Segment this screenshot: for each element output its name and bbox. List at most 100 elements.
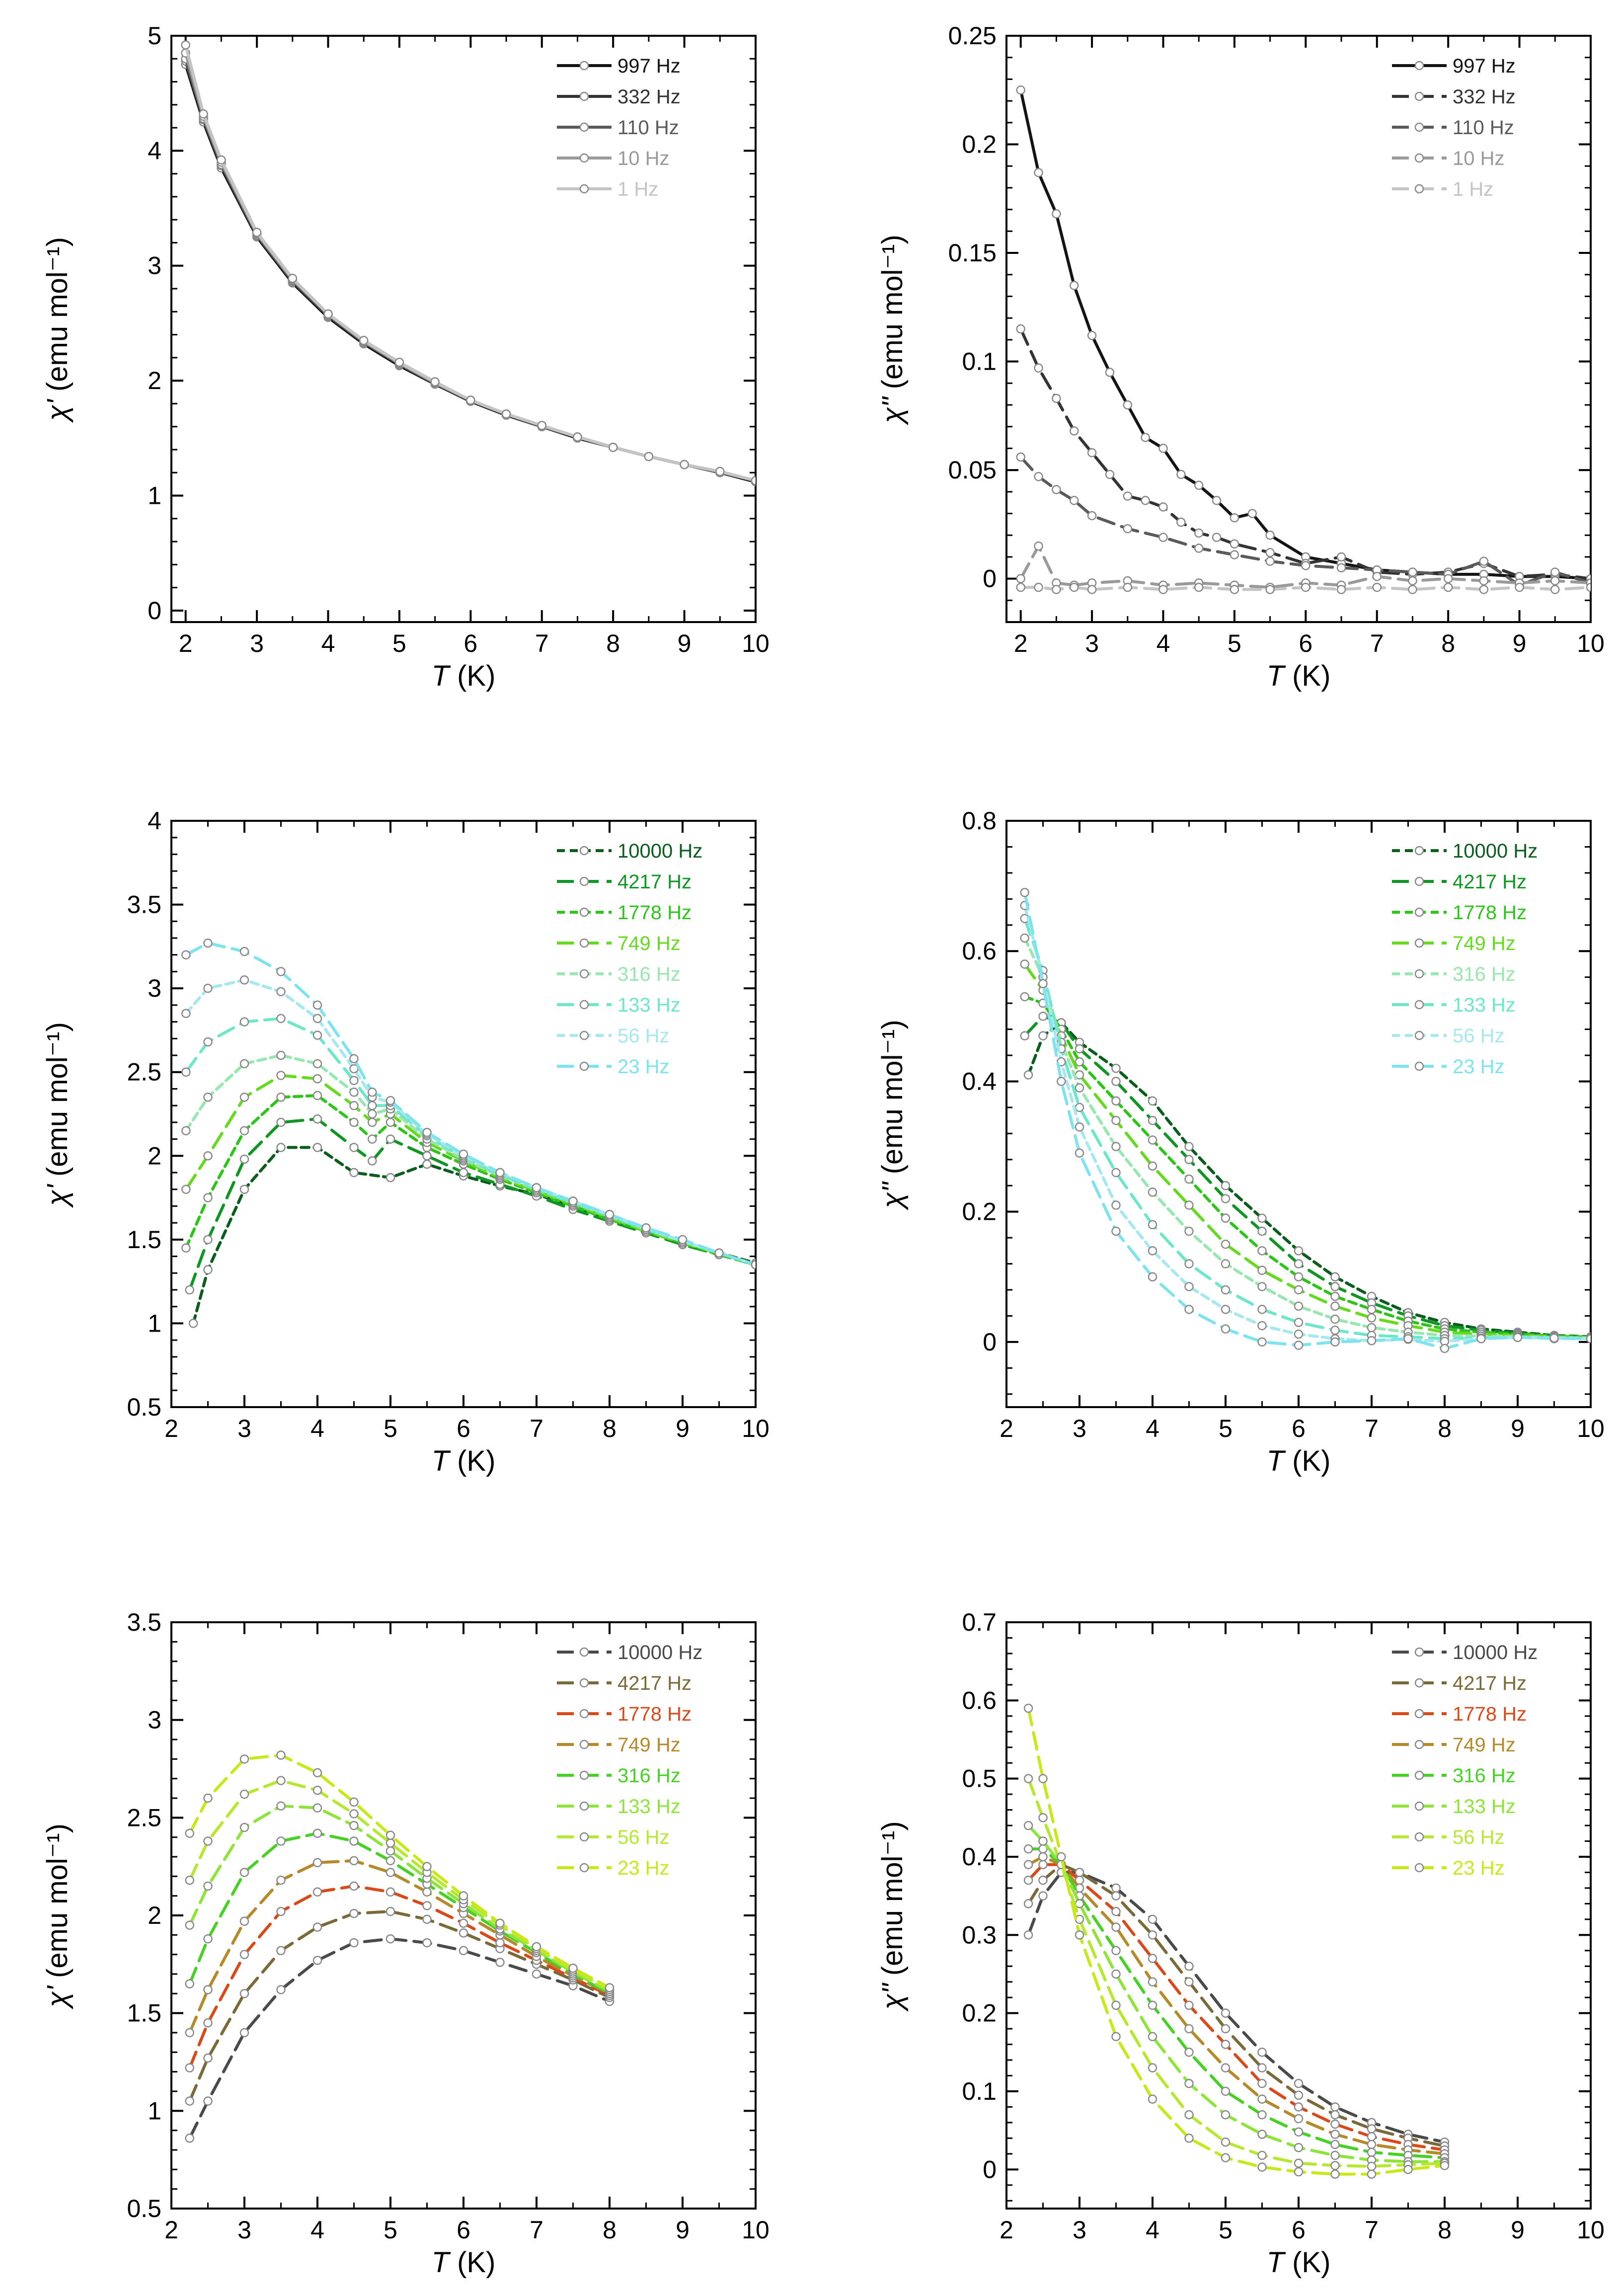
data-point <box>1111 1922 1121 1932</box>
series-line-4217-hz <box>1027 1863 1446 2148</box>
legend-label: 23 Hz <box>617 1056 670 1078</box>
series-line-23-hz <box>1027 1707 1446 2176</box>
data-point <box>466 396 475 405</box>
data-point <box>1034 472 1043 481</box>
legend-marker <box>1414 1709 1424 1719</box>
data-point <box>349 1087 359 1097</box>
x-axis-unit: (K) <box>1284 660 1330 692</box>
data-point <box>1194 480 1204 490</box>
data-point <box>312 1114 322 1124</box>
y-tick-label: 3.5 <box>127 891 161 919</box>
legend-marker <box>1414 1678 1424 1688</box>
data-point <box>532 1183 541 1192</box>
data-point <box>1257 2048 1267 2057</box>
data-point <box>1294 1259 1304 1268</box>
x-tick-label: 8 <box>1438 2216 1452 2244</box>
data-point <box>1221 2110 1231 2120</box>
data-point <box>459 1946 468 1956</box>
data-point <box>1023 1875 1033 1885</box>
x-tick-label: 6 <box>457 1415 470 1442</box>
data-point <box>385 1134 395 1144</box>
legend-label: 133 Hz <box>617 1796 681 1818</box>
legend-label: 749 Hz <box>1453 1734 1516 1756</box>
data-point <box>1148 1954 1157 1963</box>
x-tick-label: 6 <box>1292 2216 1306 2244</box>
y-tick-label: 0.7 <box>962 1608 997 1636</box>
legend-label: 316 Hz <box>617 963 681 985</box>
data-point <box>1158 533 1168 542</box>
series-line-133-hz <box>184 1017 756 1267</box>
data-point <box>501 409 511 419</box>
legend-marker <box>579 1863 589 1873</box>
series-line-997-hz <box>1019 88 1591 580</box>
x-tick-label: 4 <box>321 630 335 657</box>
data-point <box>1330 2130 1340 2139</box>
data-point <box>1020 933 1029 943</box>
data-point <box>1111 1142 1121 1151</box>
data-point <box>1221 1239 1231 1249</box>
data-point <box>1148 1930 1157 1940</box>
legend-label: 4217 Hz <box>1453 1672 1527 1694</box>
legend-label: 1778 Hz <box>617 1703 692 1725</box>
data-point <box>203 1235 213 1245</box>
y-axis-symbol: χ" <box>876 1181 909 1211</box>
data-point <box>203 938 213 948</box>
x-tick-label: 3 <box>250 630 264 657</box>
series-line-316-hz <box>1027 1847 1446 2159</box>
legend-label: 4217 Hz <box>1453 871 1527 893</box>
x-tick-label: 7 <box>1365 1415 1379 1442</box>
legend-marker <box>579 1832 589 1842</box>
data-point <box>203 1037 213 1047</box>
data-point <box>349 1821 359 1830</box>
legend-label: 133 Hz <box>1453 1796 1516 1818</box>
data-point <box>239 1059 249 1069</box>
x-axis-symbol: T <box>1267 1445 1286 1477</box>
data-point <box>1294 1341 1304 1350</box>
data-point <box>1123 491 1133 501</box>
data-point <box>203 1934 213 1944</box>
legend-marker <box>1414 846 1424 856</box>
data-point <box>1184 1962 1194 1971</box>
y-tick-label: 0.6 <box>962 1686 997 1714</box>
y-axis-unit: (emu mol⁻¹) <box>41 1022 74 1185</box>
chart-panel-bottom-left: 2 3 4 5 6 7 8 9 10 0.5 1 1.5 2 2.5 3 3.5 T (K) χ' (emu mo… <box>41 1608 770 2279</box>
x-tick-label: 3 <box>1073 2216 1086 2244</box>
x-axis-unit: (K) <box>1284 1445 1330 1477</box>
data-point <box>1111 1906 1121 1916</box>
data-point <box>1257 1282 1267 1291</box>
data-point <box>1052 485 1061 494</box>
data-point <box>422 1901 432 1910</box>
data-point <box>1123 524 1133 534</box>
data-point <box>1023 1844 1033 1854</box>
y-tick-label: 3 <box>148 974 161 1002</box>
legend-marker <box>579 907 589 917</box>
y-axis-label: χ' (emu mol⁻¹) <box>41 237 74 423</box>
data-point <box>1038 1031 1048 1040</box>
data-point <box>1221 1305 1231 1314</box>
y-axis-symbol: χ' <box>41 398 74 423</box>
data-point <box>422 1127 432 1137</box>
data-point <box>1550 567 1560 577</box>
data-point <box>1148 1161 1157 1171</box>
series-line-23-hz <box>1023 891 1591 1350</box>
data-point <box>1221 2024 1231 2034</box>
data-point <box>1257 2063 1267 2073</box>
data-point <box>1141 433 1150 442</box>
x-axis-label: T (K) <box>1267 1445 1331 1477</box>
legend-marker <box>579 91 589 101</box>
y-axis-symbol: χ" <box>876 1982 909 2012</box>
data-point <box>359 335 369 345</box>
x-tick-label: 4 <box>1156 630 1170 657</box>
data-point <box>185 1920 194 1930</box>
data-point <box>1023 1860 1033 1869</box>
data-point <box>276 967 286 976</box>
legend-marker <box>579 1709 589 1719</box>
data-point <box>1212 533 1222 542</box>
data-point <box>312 1956 322 1965</box>
series-line-1-hz <box>184 43 756 482</box>
data-point <box>1052 394 1061 403</box>
data-point <box>1586 1334 1591 1344</box>
data-point <box>641 1223 651 1233</box>
data-point <box>1148 1246 1157 1256</box>
